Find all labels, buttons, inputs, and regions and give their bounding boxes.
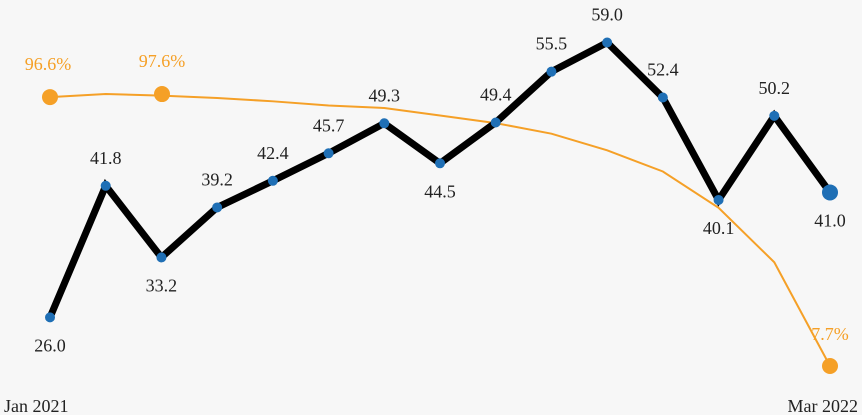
black-data-label: 59.0 [591,5,623,25]
black-point [546,66,557,77]
orange-point [154,86,170,103]
orange-point [822,358,838,374]
orange-data-label: 97.6% [139,51,186,71]
black-point [713,194,724,205]
black-data-label: 45.7 [313,115,345,135]
black-data-label: 41.8 [90,148,122,168]
black-data-label: 52.4 [647,59,679,79]
black-point [435,158,445,169]
black-point [657,92,668,103]
black-data-label: 33.2 [146,275,178,295]
black-point [156,252,167,263]
orange-point [42,89,58,106]
orange-series-layer: 96.6% 97.6% 7.7% [25,51,849,374]
black-data-label: 41.0 [814,210,846,230]
x-axis-start-label: Jan 2021 [4,396,69,415]
black-point [323,148,334,159]
black-data-label: 49.4 [480,84,512,104]
black-point [822,184,838,201]
black-point [490,117,501,128]
black-data-label: 40.1 [703,218,735,238]
black-data-label: 50.2 [759,78,791,98]
black-data-label: 39.2 [201,169,233,189]
black-data-label: 26.0 [34,335,66,355]
black-point [267,175,278,186]
black-data-label: 49.3 [369,85,401,105]
black-point [100,180,111,191]
black-point [602,37,613,48]
x-axis-end-label: Mar 2022 [788,396,859,415]
black-series-layer: 26.0 41.8 33.2 39.2 42.4 45.7 49.3 44.5 49.4 55.5… [34,5,846,356]
black-point [212,202,223,213]
black-data-label: 42.4 [257,143,289,163]
black-point [769,110,780,121]
black-data-label: 44.5 [424,181,456,201]
black-data-label: 55.5 [536,34,568,54]
black-point [45,312,55,323]
orange-data-label: 96.6% [25,54,72,74]
black-point [379,118,390,129]
orange-series-line [49,93,831,367]
orange-data-label: 7.7% [811,324,849,344]
